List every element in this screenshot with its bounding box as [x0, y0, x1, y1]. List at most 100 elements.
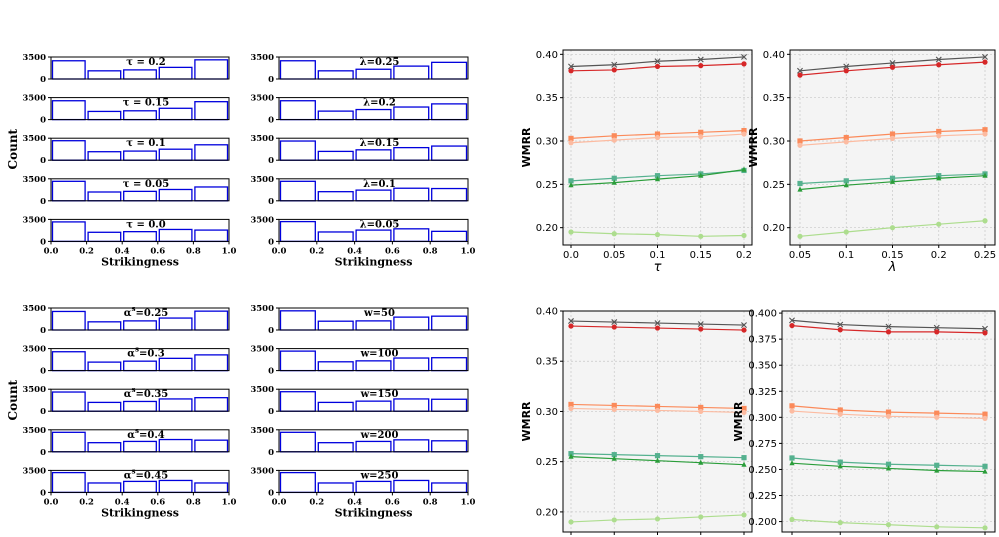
y-tick-label: 0.35 — [763, 93, 785, 104]
series — [568, 405, 747, 416]
data-point — [568, 401, 574, 408]
x-tick-label: 0.2 — [309, 497, 324, 507]
y-tick-label: 0 — [40, 367, 46, 377]
histogram-panel-label: λ=0.05 — [360, 219, 400, 230]
data-point — [654, 58, 661, 65]
histogram-bar — [194, 186, 229, 202]
x-tick-label: 0.25 — [974, 250, 996, 261]
marker-stroke — [935, 56, 942, 63]
data-point — [698, 129, 704, 135]
histogram-frame — [278, 218, 469, 242]
y-tick-label: 0.40 — [536, 307, 558, 318]
x-tick-label: 0.0 — [272, 497, 287, 507]
marker-stroke — [789, 317, 795, 324]
histogram-panel-label: λ=0.25 — [360, 57, 400, 68]
data-point — [611, 61, 618, 68]
histogram-bar — [431, 103, 468, 121]
histogram-frame — [50, 178, 230, 202]
data-point — [654, 320, 661, 327]
data-point — [568, 68, 574, 74]
series — [568, 53, 747, 70]
histogram-bar — [158, 107, 193, 121]
data-point — [982, 218, 988, 224]
histogram-bar — [194, 397, 229, 412]
marker-stroke — [885, 323, 892, 330]
data-point — [654, 63, 661, 70]
histogram-bar — [279, 100, 316, 121]
y-tick-label: 0 — [268, 237, 274, 247]
data-point — [611, 137, 617, 143]
histogram-bar — [317, 320, 354, 331]
histogram-bar — [431, 145, 468, 161]
data-point — [698, 454, 704, 460]
marker-stroke — [837, 321, 844, 328]
data-point — [982, 172, 988, 178]
x-tick-label: 0.8 — [423, 246, 438, 256]
series — [789, 455, 988, 469]
histogram-panel: 0 3500 τ = 0.1 — [22, 134, 230, 166]
x-axis-label: τ — [654, 260, 662, 275]
x-tick-label: 1.0 — [222, 246, 237, 256]
data-point — [654, 453, 661, 459]
histogram-panel-label: w=50 — [363, 308, 395, 319]
data-point — [698, 514, 704, 520]
data-point — [654, 134, 661, 141]
data-point — [698, 459, 704, 465]
data-point — [741, 131, 747, 137]
series — [789, 460, 988, 474]
y-tick-label: 3500 — [22, 53, 46, 63]
data-point — [611, 452, 617, 458]
series — [568, 401, 747, 412]
series — [789, 317, 988, 332]
histogram-frame — [278, 388, 469, 412]
marker-stroke — [568, 63, 574, 70]
data-point — [568, 140, 574, 146]
histogram-panel-label: w=100 — [360, 349, 399, 360]
series — [568, 229, 747, 239]
y-axis-label: WMRR — [732, 401, 745, 442]
data-point — [654, 173, 661, 179]
x-axis-label: Strikingness — [335, 255, 413, 268]
histogram-bar — [87, 321, 122, 331]
x-axis-label: Strikingness — [101, 255, 179, 268]
series — [568, 128, 747, 141]
y-tick-label: 0 — [268, 367, 274, 377]
histogram-bar — [317, 70, 354, 80]
histogram-bar — [393, 106, 430, 121]
histogram-bar — [279, 431, 316, 453]
x-axis-label: Strikingness — [335, 506, 413, 519]
histogram-bar — [194, 354, 229, 372]
histogram-bar — [279, 350, 316, 372]
histogram-bar — [431, 61, 468, 80]
data-point — [654, 516, 661, 522]
data-point — [936, 62, 942, 68]
data-point — [654, 131, 661, 137]
data-point — [843, 63, 850, 70]
data-point — [843, 229, 849, 235]
data-point — [837, 520, 843, 526]
y-axis-label: WMRR — [747, 127, 760, 168]
data-point — [611, 402, 617, 409]
histogram-panel: 0 3500 w=150 — [250, 385, 469, 417]
histogram-panel-label: τ = 0.05 — [123, 179, 169, 190]
histogram-bar — [393, 316, 430, 331]
histogram-panel-label: τ = 0.15 — [123, 98, 169, 109]
y-tick-label: 0 — [268, 116, 274, 126]
histogram-panel-label: αs=0.25 — [124, 304, 169, 319]
data-point — [697, 56, 704, 63]
y-tick-label: 3500 — [250, 345, 274, 355]
histogram-bar — [355, 189, 392, 202]
line-chart: 0.200.250.300.350.400.250.30.350.40.45αs… — [520, 307, 753, 535]
histogram-bar — [317, 482, 354, 494]
y-tick-label: 0.250 — [748, 465, 777, 476]
line-chart: 0.20 0.25 0.30 0.35 0.40 0.0 0.05 0.1 0.15 0.2 τ WM… — [520, 49, 753, 275]
data-point — [885, 409, 892, 415]
data-point — [654, 407, 661, 414]
x-tick-label: 0.8 — [423, 497, 438, 507]
histogram-bar — [431, 187, 468, 202]
data-point — [934, 462, 940, 468]
marker-stroke — [654, 58, 661, 65]
histogram-bar — [355, 400, 392, 412]
data-point — [982, 411, 988, 417]
